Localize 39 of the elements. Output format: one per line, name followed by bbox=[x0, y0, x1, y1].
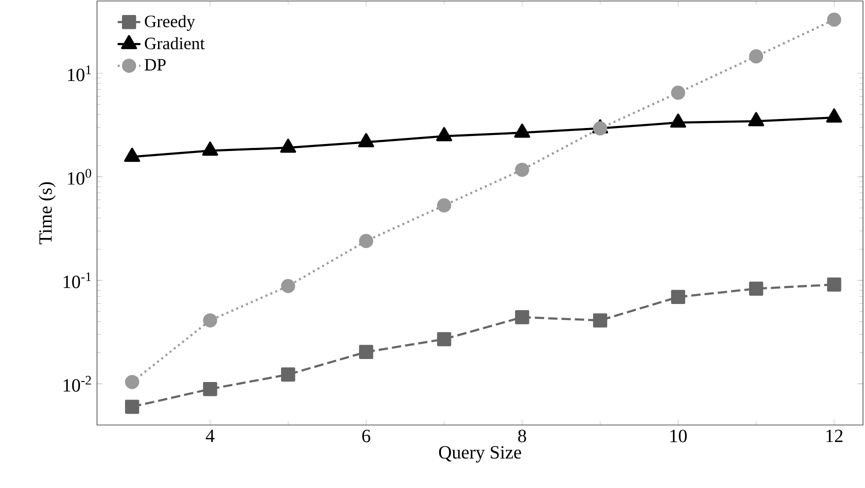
x-axis-title: Query Size bbox=[439, 446, 522, 463]
point bbox=[125, 400, 140, 414]
point bbox=[203, 382, 218, 396]
point bbox=[359, 234, 374, 248]
point bbox=[593, 313, 608, 328]
point bbox=[359, 344, 374, 360]
point bbox=[514, 124, 530, 138]
legend-label: Gradient bbox=[144, 37, 205, 50]
point bbox=[671, 290, 686, 304]
point bbox=[826, 108, 842, 123]
point bbox=[280, 138, 296, 153]
point bbox=[358, 133, 374, 148]
point bbox=[515, 162, 530, 177]
y-tick-label: 10$^{-1}$ bbox=[64, 272, 91, 288]
point bbox=[202, 142, 218, 156]
y-tick-label: 10$^{0}$ bbox=[68, 168, 92, 185]
point bbox=[281, 367, 296, 382]
point bbox=[827, 277, 842, 292]
point bbox=[125, 374, 140, 390]
point bbox=[281, 278, 296, 294]
point bbox=[437, 198, 452, 212]
x-tick-label: 4 bbox=[206, 430, 214, 442]
point bbox=[124, 148, 140, 162]
point bbox=[748, 112, 764, 126]
y-tick-label: 10$^{-2}$ bbox=[64, 376, 91, 392]
point bbox=[515, 310, 530, 324]
x-tick-label: 6 bbox=[362, 430, 370, 442]
y-tick-label: 10$^{1}$ bbox=[68, 65, 91, 82]
legend-label: DP bbox=[144, 59, 166, 71]
point bbox=[749, 282, 764, 296]
point bbox=[670, 114, 686, 128]
point bbox=[437, 332, 452, 346]
point bbox=[203, 313, 218, 328]
point bbox=[436, 127, 452, 142]
y-axis-title: Time (s) bbox=[38, 182, 56, 244]
x-tick-label: 8 bbox=[518, 430, 526, 442]
x-tick-label: 10 bbox=[670, 430, 687, 442]
legend-label: Greedy bbox=[144, 15, 196, 31]
x-tick-label: 12 bbox=[826, 430, 842, 442]
